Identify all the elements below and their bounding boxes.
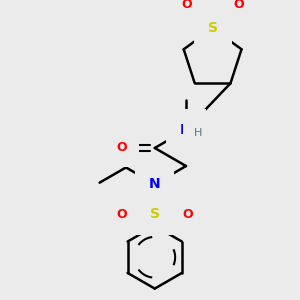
Text: S: S [208, 21, 218, 35]
Text: S: S [150, 208, 160, 221]
Text: N: N [149, 177, 161, 191]
Text: O: O [116, 208, 127, 221]
Text: N: N [180, 123, 192, 137]
Text: O: O [183, 208, 193, 221]
Text: O: O [233, 0, 244, 11]
Text: O: O [182, 0, 192, 11]
Text: H: H [194, 128, 202, 138]
Text: O: O [116, 142, 127, 154]
